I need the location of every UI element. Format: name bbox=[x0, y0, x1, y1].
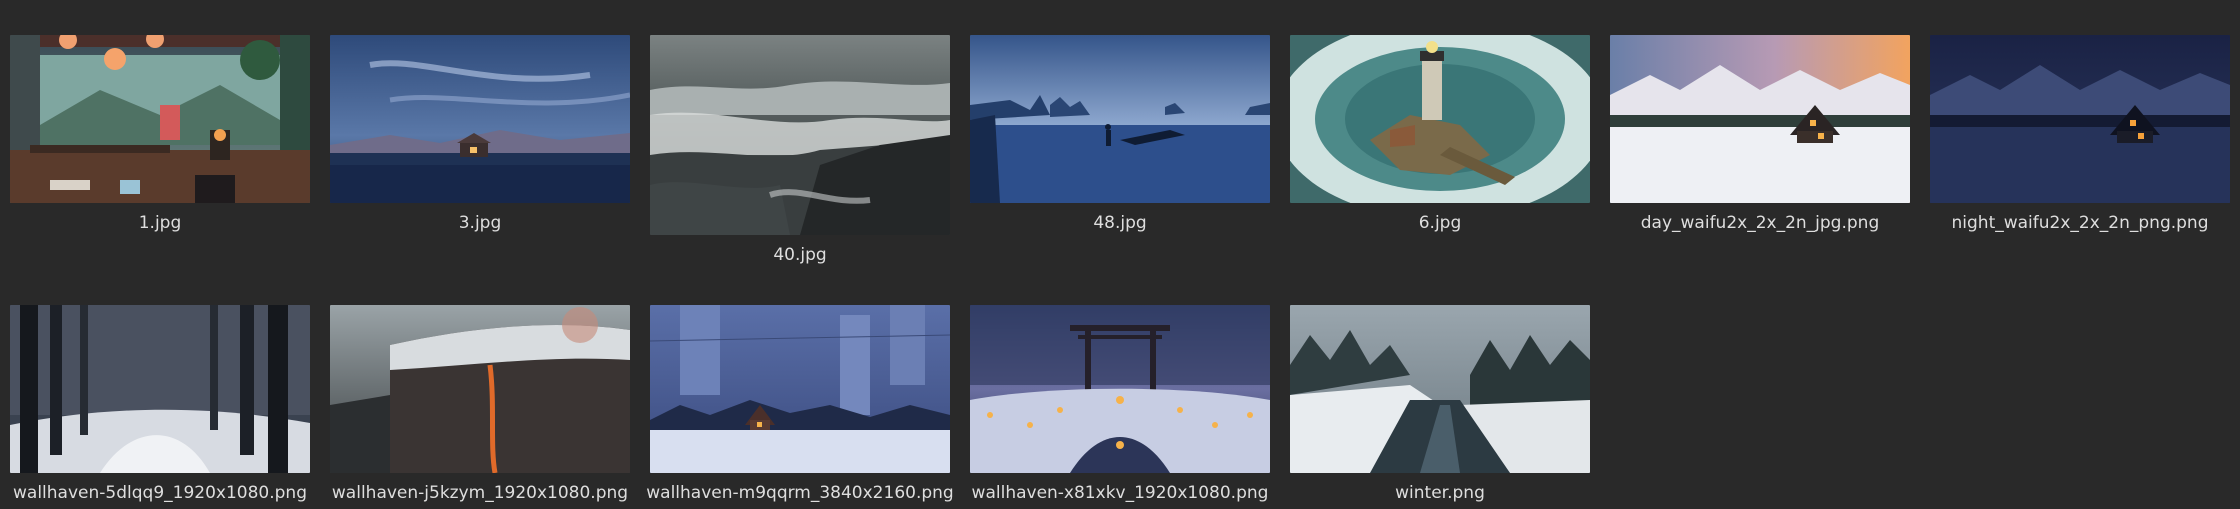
cabin-by-lake-image bbox=[330, 35, 630, 203]
image-thumbnail[interactable] bbox=[1290, 35, 1590, 203]
winter-river-image bbox=[1290, 305, 1590, 473]
file-name[interactable]: wallhaven-m9qqrm_3840x2160.png bbox=[646, 483, 954, 503]
image-thumbnail[interactable] bbox=[1930, 35, 2230, 203]
file-name[interactable]: 3.jpg bbox=[458, 213, 502, 233]
image-thumbnail[interactable] bbox=[330, 305, 630, 473]
image-thumbnail[interactable] bbox=[10, 35, 310, 203]
image-thumbnail[interactable] bbox=[330, 35, 630, 203]
file-name[interactable]: 48.jpg bbox=[1093, 213, 1147, 233]
image-thumbnail[interactable] bbox=[970, 35, 1270, 203]
file-name[interactable]: wallhaven-x81xkv_1920x1080.png bbox=[971, 483, 1269, 503]
image-thumbnail[interactable] bbox=[1610, 35, 1910, 203]
image-thumbnail[interactable] bbox=[650, 305, 950, 473]
file-name[interactable]: night_waifu2x_2x_2n_png.png bbox=[1951, 213, 2209, 233]
snowy-cabin-day-image bbox=[1610, 35, 1910, 203]
lighthouse-island-image bbox=[1290, 35, 1590, 203]
snowy-city-cabin-image bbox=[650, 305, 950, 473]
image-thumbnail[interactable] bbox=[1290, 305, 1590, 473]
file-name[interactable]: 1.jpg bbox=[138, 213, 182, 233]
image-thumbnail[interactable] bbox=[970, 305, 1270, 473]
blue-coast-silhouette-image bbox=[970, 35, 1270, 203]
snowy-forest-path-image bbox=[10, 305, 310, 473]
image-thumbnail[interactable] bbox=[10, 305, 310, 473]
torii-lanterns-image bbox=[970, 305, 1270, 473]
file-name[interactable]: winter.png bbox=[1395, 483, 1485, 503]
file-name[interactable]: 6.jpg bbox=[1418, 213, 1462, 233]
stormy-sea-image bbox=[650, 35, 950, 235]
file-name[interactable]: day_waifu2x_2x_2n_jpg.png bbox=[1640, 213, 1880, 233]
file-name[interactable]: wallhaven-j5kzym_1920x1080.png bbox=[331, 483, 629, 503]
lava-cliff-image bbox=[330, 305, 630, 473]
file-name[interactable]: wallhaven-5dlqq9_1920x1080.png bbox=[13, 483, 307, 503]
file-name[interactable]: 40.jpg bbox=[773, 245, 827, 265]
snowy-cabin-night-image bbox=[1930, 35, 2230, 203]
lofi-room-image bbox=[10, 35, 310, 203]
image-thumbnail[interactable] bbox=[650, 35, 950, 235]
